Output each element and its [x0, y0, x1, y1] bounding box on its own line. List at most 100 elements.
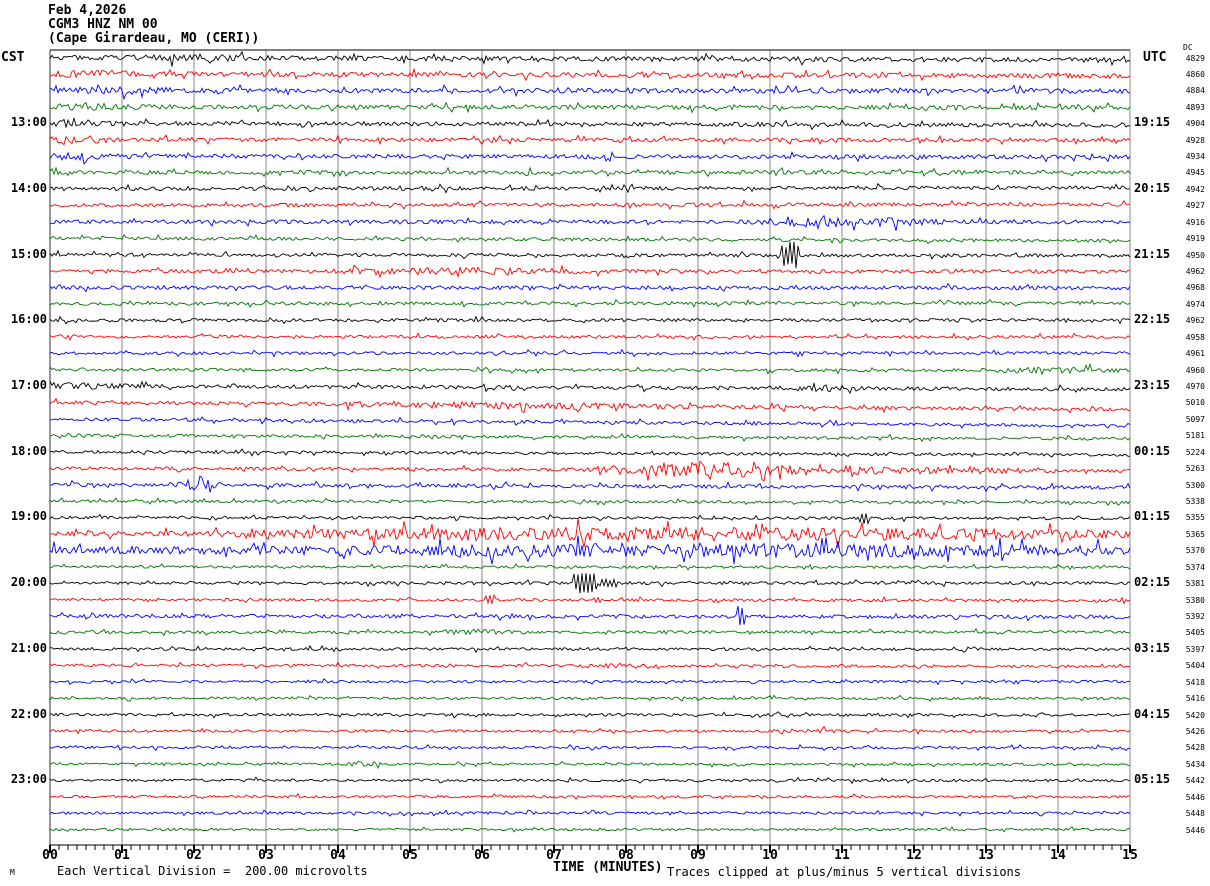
seismo-trace-1345-green: [49, 166, 1131, 178]
x-tick-label-02: 02: [186, 848, 202, 863]
dc-value-row-10: 4916: [1185, 217, 1205, 227]
seismo-trace-1400-black: [49, 182, 1131, 194]
dc-value-row-9: 4927: [1185, 201, 1205, 211]
dc-value-row-13: 4962: [1185, 267, 1205, 277]
seismo-trace-1415-red: [49, 199, 1131, 210]
dc-value-row-44: 5442: [1185, 776, 1205, 786]
x-tick-label-10: 10: [762, 848, 778, 863]
hour-label-cst-1900: 19:00: [10, 509, 47, 524]
hour-label-cst-1700: 17:00: [10, 378, 47, 392]
dc-value-row-18: 4961: [1185, 349, 1205, 359]
dc-value-row-36: 5397: [1185, 644, 1205, 654]
seismo-trace-1700-black: [49, 380, 1131, 395]
dc-value-row-34: 5392: [1185, 611, 1205, 621]
hour-label-cst-2200: 22:00: [10, 706, 47, 721]
seismo-trace-1300-black: [49, 117, 1131, 131]
seismo-trace-2100-black: [49, 644, 1131, 654]
seismo-trace-2030-blue: [49, 605, 1131, 626]
hour-label-utc-2015: 20:15: [1134, 180, 1171, 195]
x-tick-label-12: 12: [906, 848, 922, 863]
clip-note: Traces clipped at plus/minus 5 vertical …: [667, 865, 1022, 879]
seismo-trace-1730-blue: [49, 416, 1131, 429]
cst-column-label: CST: [1, 50, 25, 65]
dc-value-row-4: 4904: [1185, 119, 1205, 129]
scale-note: Each Vertical Division = 200.00 microvol…: [57, 864, 368, 878]
hour-label-cst-1600: 16:00: [10, 312, 47, 327]
dc-value-row-11: 4919: [1185, 234, 1205, 244]
dc-value-row-24: 5224: [1185, 447, 1205, 457]
hour-label-cst-2300: 23:00: [10, 772, 47, 787]
dc-value-row-15: 4974: [1185, 299, 1205, 309]
seismo-trace-1245-green: [49, 101, 1131, 114]
seismo-trace-2245-green: [49, 760, 1131, 770]
seismo-trace-2300-black: [49, 776, 1131, 785]
dc-value-row-21: 5010: [1185, 398, 1205, 408]
dc-value-row-16: 4962: [1185, 316, 1205, 326]
seismo-trace-1545-green: [49, 298, 1131, 308]
x-tick-label-07: 07: [546, 848, 562, 863]
dc-value-row-22: 5097: [1185, 414, 1205, 424]
dc-value-row-23: 5181: [1185, 431, 1205, 441]
dc-value-row-33: 5380: [1185, 595, 1205, 605]
dc-value-row-29: 5365: [1185, 529, 1205, 539]
dc-value-row-6: 4934: [1185, 152, 1205, 162]
x-tick-label-01: 01: [114, 848, 130, 863]
dc-value-row-38: 5418: [1185, 677, 1205, 687]
x-tick-label-13: 13: [978, 848, 994, 863]
seismo-trace-1500-black: [49, 241, 1131, 269]
dc-value-row-37: 5404: [1185, 661, 1205, 671]
seismo-trace-1315-red: [49, 133, 1131, 146]
seismo-trace-1445-green: [49, 233, 1131, 245]
x-tick-label-08: 08: [618, 848, 634, 863]
seismo-trace-1530-blue: [49, 282, 1131, 293]
hour-label-cst-1300: 13:00: [10, 115, 47, 130]
seismo-trace-1745-green: [49, 432, 1131, 443]
seismo-trace-2015-red: [49, 593, 1131, 605]
hour-label-utc-2315: 23:15: [1134, 378, 1171, 392]
seismo-trace-1600-black: [49, 315, 1131, 325]
seismo-trace-2115-red: [49, 661, 1131, 670]
hour-label-cst-2100: 21:00: [10, 640, 47, 655]
seismo-trace-1645-green: [49, 362, 1131, 376]
hour-label-utc-0415: 04:15: [1134, 706, 1171, 721]
x-tick-label-11: 11: [834, 848, 850, 863]
dc-value-row-17: 4958: [1185, 332, 1205, 342]
dc-value-row-7: 4945: [1185, 168, 1205, 178]
dc-value-row-5: 4928: [1185, 135, 1205, 145]
dc-value-row-47: 5446: [1185, 825, 1205, 835]
seismo-trace-1430-blue: [49, 214, 1131, 231]
seismo-trace-2330-blue: [49, 809, 1131, 817]
dc-value-row-32: 5381: [1185, 579, 1205, 589]
dc-value-row-30: 5370: [1185, 546, 1205, 556]
seismo-trace-1930-blue: [49, 535, 1131, 565]
dc-value-row-2: 4884: [1185, 86, 1205, 96]
hour-label-cst-2000: 20:00: [10, 575, 47, 590]
dc-value-row-39: 5416: [1185, 694, 1205, 704]
hour-label-cst-1800: 18:00: [10, 443, 47, 458]
x-tick-label-00: 00: [42, 848, 58, 863]
hour-label-utc-1915: 19:15: [1134, 115, 1171, 130]
dc-value-row-25: 5263: [1185, 464, 1205, 474]
seismo-trace-2215-red: [49, 725, 1131, 735]
seismo-trace-1915-red: [49, 518, 1131, 549]
dc-value-row-26: 5300: [1185, 480, 1205, 490]
dc-value-row-46: 5448: [1185, 809, 1205, 819]
hour-label-utc-0115: 01:15: [1134, 509, 1171, 524]
seismo-trace-2200-black: [49, 711, 1131, 719]
dc-value-row-12: 4950: [1185, 250, 1205, 260]
dc-value-row-1: 4860: [1185, 69, 1205, 79]
seismo-trace-1200-black: [49, 50, 1131, 67]
seismo-trace-1330-blue: [49, 150, 1131, 165]
seismo-trace-1615-red: [49, 332, 1131, 342]
location-label: (Cape Girardeau, MO (CERI)): [48, 31, 260, 46]
seismo-trace-1800-black: [49, 448, 1131, 458]
corner-glyph: M: [10, 868, 15, 877]
seismo-trace-2145-green: [49, 694, 1131, 702]
dc-value-row-28: 5355: [1185, 513, 1205, 523]
seismo-trace-1630-blue: [49, 348, 1131, 358]
x-tick-label-03: 03: [258, 848, 274, 863]
dc-value-row-31: 5374: [1185, 562, 1205, 572]
dc-value-row-8: 4942: [1185, 184, 1205, 194]
